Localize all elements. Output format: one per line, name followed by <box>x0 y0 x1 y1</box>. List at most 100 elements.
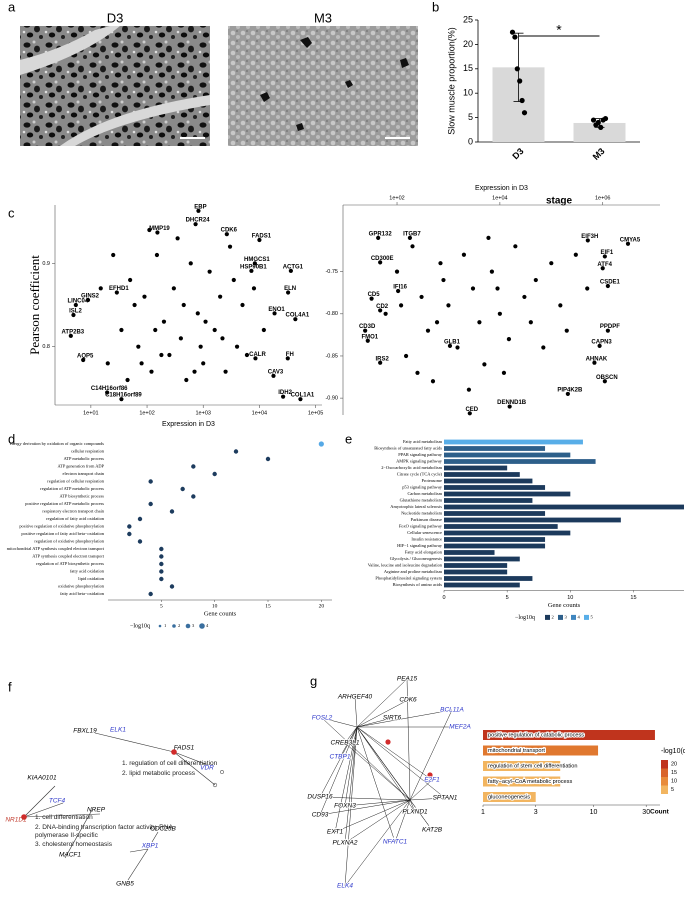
data-point <box>249 268 254 273</box>
data-point <box>288 268 293 273</box>
legend-label: 4 <box>206 623 209 628</box>
network-edge <box>319 726 358 816</box>
network-edge <box>344 726 358 887</box>
node-label: GNB5 <box>116 881 134 888</box>
bar <box>444 576 533 581</box>
node-label: ARHGEF40 <box>337 694 373 701</box>
network-edge <box>94 732 175 753</box>
point-label: HSP90B1 <box>240 264 267 270</box>
term-label: regulation of oxidative phosphorylation <box>34 539 104 544</box>
term-label: Biosynthesis of amino acids <box>393 582 443 587</box>
node-label: FOSL2 <box>312 715 333 722</box>
data-point <box>111 252 116 258</box>
term-label: Arginine and proline metabolism <box>384 569 443 574</box>
term-label: fatty acid beta−oxidation <box>60 591 105 596</box>
point-label: LINC04 <box>67 299 88 305</box>
data-point <box>394 269 400 274</box>
network-edge <box>344 799 411 807</box>
network-edge <box>409 799 416 813</box>
node-label: CTBP1 <box>330 754 351 761</box>
data-point <box>595 119 601 126</box>
data-point <box>497 311 502 316</box>
data-point <box>159 352 164 358</box>
point-label: ACTG1 <box>283 264 304 270</box>
legend-title: -log10(q) <box>661 748 685 755</box>
y-tick-label: 5 <box>468 112 473 122</box>
bar <box>444 491 571 497</box>
x-axis-label: Gene counts <box>548 602 581 609</box>
legend-label: 4 <box>578 614 581 619</box>
term-label: ATP generation from ADP <box>57 464 104 469</box>
dot <box>191 494 196 499</box>
x-tick-label: 15 <box>630 595 636 601</box>
point-label: EFHD1 <box>109 286 129 292</box>
dot <box>127 524 132 529</box>
term-label: AMPK signaling pathway <box>396 459 443 464</box>
data-point <box>68 333 73 338</box>
node-label: SIRT6 <box>383 715 402 722</box>
point-label: EIF1 <box>601 250 614 256</box>
point-label: ATP2B3 <box>62 329 85 335</box>
data-point <box>486 235 491 240</box>
bar <box>444 530 571 536</box>
legend-key <box>661 777 668 786</box>
bar <box>444 582 520 588</box>
term-label: Carbon metabolism <box>407 491 442 496</box>
x-axis-label: Count <box>650 809 670 816</box>
data-point <box>597 343 602 348</box>
legend-label: 20 <box>671 762 677 768</box>
data-point <box>257 237 262 243</box>
data-point <box>81 357 86 363</box>
bar <box>444 504 684 510</box>
node-label: BCL11A <box>440 707 464 714</box>
tissue-gap <box>20 26 210 146</box>
annotation: 2. lipid metabolic process <box>122 770 195 777</box>
data-point <box>203 319 208 324</box>
annotation-box: 2. lipid metabolic process <box>122 770 195 777</box>
data-point <box>139 361 144 366</box>
data-point <box>136 344 141 349</box>
point-label: AQP5 <box>77 354 94 360</box>
node-label: SPTAN1 <box>433 795 458 802</box>
dot <box>127 531 132 537</box>
dot <box>180 486 185 492</box>
point-label: CD5 <box>368 292 381 298</box>
data-point <box>220 336 225 341</box>
network-edge <box>409 799 433 831</box>
point-label: HMGCS1 <box>244 257 270 263</box>
data-point <box>533 277 538 283</box>
point-label: ITGB7 <box>403 231 421 237</box>
network-edge <box>356 726 416 813</box>
dot <box>148 479 153 484</box>
x-tick-label: D3 <box>510 146 525 161</box>
bar <box>444 498 533 503</box>
bar <box>444 524 558 529</box>
point-label: CAV3 <box>268 369 284 375</box>
data-point <box>602 379 607 384</box>
data-point <box>507 404 512 409</box>
data-point <box>541 345 546 350</box>
data-point <box>231 277 236 283</box>
data-point <box>369 296 374 301</box>
dot <box>318 441 324 447</box>
data-point <box>125 377 130 383</box>
network-edge <box>344 742 411 801</box>
point-label: CD300E <box>371 256 394 262</box>
data-point <box>85 297 91 303</box>
data-point <box>105 390 110 395</box>
y-axis-label: Slow muscle proportion(%) <box>446 27 456 135</box>
dot <box>191 464 196 469</box>
data-point <box>196 208 201 213</box>
legend-marker <box>185 623 191 629</box>
data-point <box>477 320 482 325</box>
network-edge <box>151 831 159 843</box>
point-label: IRS2 <box>375 356 389 362</box>
network-edge <box>356 678 408 728</box>
legend-label: 5 <box>671 787 674 793</box>
data-point <box>167 352 172 358</box>
data-point <box>592 360 597 365</box>
x-tick-label: 5 <box>506 595 509 601</box>
x-tick-label: 30 <box>642 809 650 816</box>
term-label: FoxO signaling pathway <box>399 524 443 529</box>
bar <box>444 439 583 445</box>
